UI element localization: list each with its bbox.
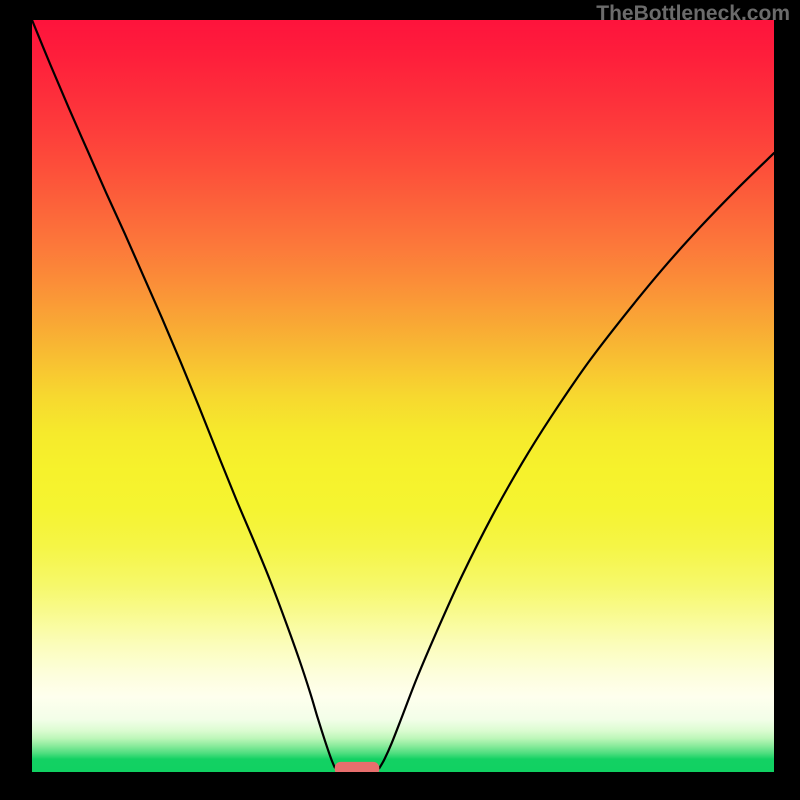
bottleneck-chart xyxy=(0,0,800,800)
plot-background xyxy=(32,20,774,772)
watermark-text: TheBottleneck.com xyxy=(596,2,790,26)
chart-container: TheBottleneck.com xyxy=(0,0,800,800)
